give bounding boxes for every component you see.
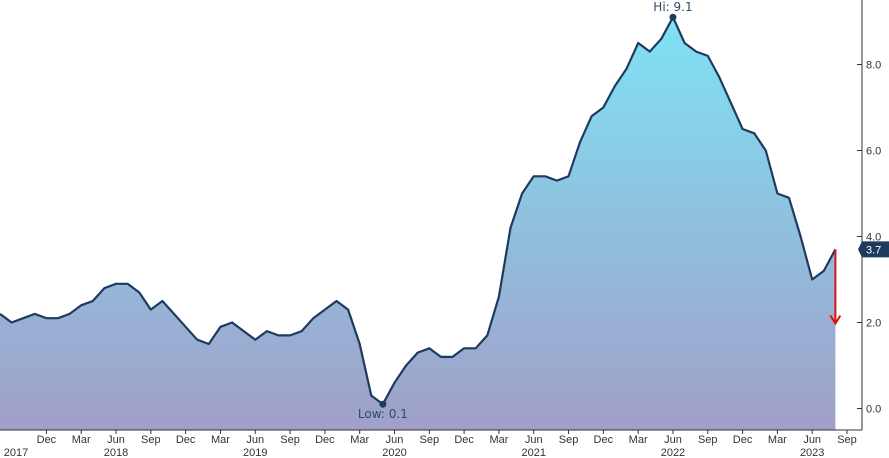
- x-tick-label: Jun: [386, 434, 404, 446]
- last-value-label: 3.7: [866, 244, 881, 256]
- x-tick-label: Sep: [141, 434, 161, 446]
- x-tick-label: Mar: [629, 434, 648, 446]
- x-tick-label: Sep: [698, 434, 718, 446]
- series-line: [0, 16, 837, 406]
- x-tick-label: Jun: [107, 434, 125, 446]
- x-year-label: 2021: [521, 447, 545, 458]
- x-tick-label: Dec: [594, 434, 614, 446]
- y-tick-label: 6.0: [866, 146, 881, 158]
- y-tick-label: 4.0: [866, 232, 881, 244]
- x-tick-label: Dec: [454, 434, 474, 446]
- x-year-label: 2018: [104, 447, 128, 458]
- y-axis: 0.0 2.0 4.0 6.0 8.0: [857, 0, 881, 430]
- x-tick-label: Jun: [664, 434, 682, 446]
- high-point-marker: [669, 13, 677, 21]
- x-tick-label: Jun: [525, 434, 543, 446]
- x-year-label: 2022: [661, 447, 685, 458]
- x-year-label: 2020: [382, 447, 406, 458]
- y-tick-label: 0.0: [866, 404, 881, 416]
- x-tick-label: Mar: [350, 434, 369, 446]
- last-value-badge: [858, 241, 889, 258]
- red-arrow-head: [829, 314, 842, 326]
- low-annotation: Low: 0.1: [358, 407, 408, 421]
- low-point-marker: [379, 400, 387, 408]
- x-tick-label: Sep: [837, 434, 857, 446]
- x-year-label: 2017: [4, 447, 28, 458]
- high-annotation: Hi: 9.1: [653, 0, 692, 14]
- x-year-label: 2023: [800, 447, 824, 458]
- x-tick-label: Dec: [176, 434, 196, 446]
- plot-area: [0, 16, 837, 430]
- x-tick-label: Mar: [211, 434, 230, 446]
- x-tick-label: Sep: [420, 434, 440, 446]
- y-tick-label: 2.0: [866, 318, 881, 330]
- x-tick-label: Dec: [733, 434, 753, 446]
- x-tick-label: Dec: [37, 434, 57, 446]
- series-area: [0, 17, 836, 430]
- x-tick-label: Mar: [72, 434, 91, 446]
- x-tick-label: Mar: [768, 434, 787, 446]
- x-tick-label: Mar: [489, 434, 508, 446]
- x-year-label: 2019: [243, 447, 267, 458]
- x-tick-label: Jun: [246, 434, 264, 446]
- x-tick-label: Jun: [803, 434, 821, 446]
- x-tick-label: Sep: [559, 434, 579, 446]
- x-axis: Dec Mar Jun Sep Dec Mar Jun Sep Dec Mar Jun Sep Dec M…: [0, 429, 862, 458]
- x-tick-label: Dec: [315, 434, 335, 446]
- x-tick-label: Sep: [280, 434, 300, 446]
- annotations: Hi: 9.1 Low: 0.1 3.7: [358, 0, 889, 421]
- y-tick-label: 8.0: [866, 60, 881, 72]
